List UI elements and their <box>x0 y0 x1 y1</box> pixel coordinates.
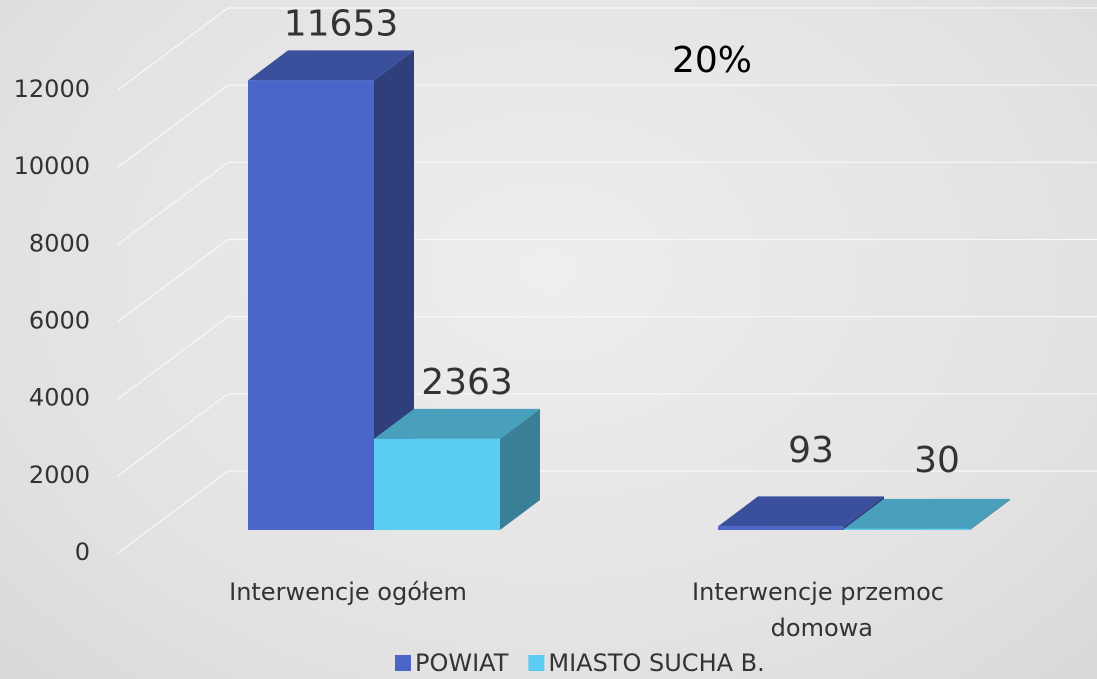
bar-top <box>248 50 414 81</box>
legend-label: POWIAT <box>415 649 509 677</box>
legend-swatch <box>528 655 545 671</box>
y-tick-label: 8000 <box>29 229 90 257</box>
x-tick-label: Interwencje ogółem <box>229 578 467 606</box>
y-tick-label: 2000 <box>29 461 90 489</box>
bar-side <box>970 498 1010 530</box>
data-label: 93 <box>788 430 834 471</box>
data-label: 11653 <box>284 3 399 44</box>
legend-label: MIASTO SUCHA B. <box>548 649 764 677</box>
grid-line <box>117 470 1097 554</box>
bar-top <box>374 408 540 439</box>
legend-swatch <box>395 655 411 671</box>
bar-side <box>500 408 540 530</box>
grid-line <box>117 316 1097 400</box>
bar <box>374 438 500 530</box>
grid-line <box>117 393 1097 477</box>
bar <box>248 80 374 530</box>
y-tick-label: 4000 <box>29 384 90 412</box>
data-label: 30 <box>914 440 960 481</box>
y-tick-label: 6000 <box>29 307 90 335</box>
x-tick-label: Interwencje przemoc domowa <box>692 578 944 642</box>
bar-top <box>844 498 1010 529</box>
bar-side <box>374 50 414 530</box>
grid-line <box>117 7 1097 91</box>
grid-line <box>117 84 1097 168</box>
bar-top <box>718 496 884 527</box>
data-label: 2363 <box>421 362 513 403</box>
bar <box>844 528 970 530</box>
grid-line <box>117 238 1097 322</box>
annotation: 20% <box>672 40 752 81</box>
y-tick-label: 10000 <box>14 152 90 180</box>
y-tick-label: 12000 <box>14 75 90 103</box>
y-tick-label: 0 <box>75 538 90 566</box>
bar <box>718 526 844 530</box>
grid-line <box>117 161 1097 245</box>
